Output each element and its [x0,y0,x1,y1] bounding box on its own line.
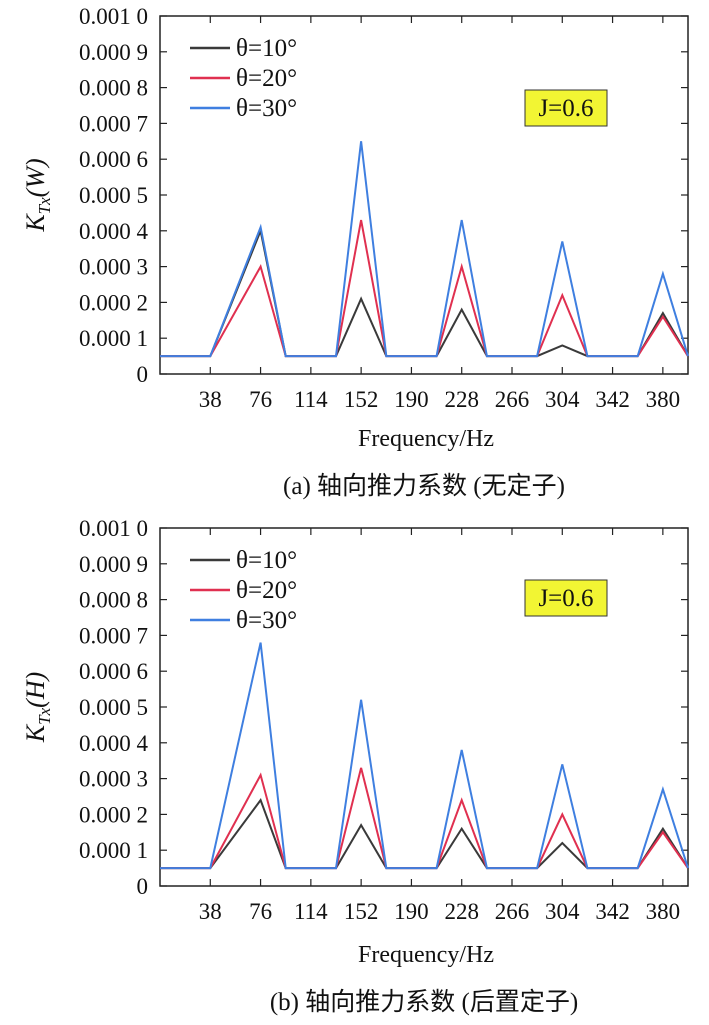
legend-label: θ=30° [236,607,297,634]
x-tick-label: 304 [545,387,580,412]
y-axis-argument: (W) [21,158,50,197]
series-lines [160,642,689,870]
legend-item: θ=10° [190,547,297,574]
y-tick-label: 0.000 2 [79,290,148,315]
series-lines [160,141,689,358]
x-tick-label: 266 [495,899,530,924]
x-tick-label: 380 [646,387,681,412]
x-axis-title: Frequency/Hz [358,426,494,452]
y-axis: 0 0.000 1 0.000 2 0.000 3 0.000 4 0.000 5 0.00… [79,4,688,387]
y-tick-label: 0 [137,362,149,387]
y-axis-symbol: K [21,723,50,743]
x-tick-label: 380 [646,899,681,924]
y-tick-label: 0.000 7 [79,623,148,648]
x-tick-label: 152 [344,387,379,412]
y-axis-title: KTx(H) [21,672,54,743]
x-tick-label: 342 [595,899,630,924]
panel-b: 0 0.000 1 0.000 2 0.000 3 0.000 4 0.000 5 0.00… [21,516,689,1016]
figure-caption: (b) 轴向推力系数 (后置定子) [270,988,578,1016]
x-tick-label: 76 [249,387,272,412]
annotation-box: J=0.6 [524,89,608,127]
y-tick-label: 0.000 1 [79,838,148,863]
y-tick-label: 0.001 0 [79,4,148,29]
y-axis-argument: (H) [21,672,50,708]
figure-caption: (a) 轴向推力系数 (无定子) [283,472,565,500]
y-tick-label: 0.000 9 [79,552,148,577]
panel-a: 0 0.000 1 0.000 2 0.000 3 0.000 4 0.000 5 0.00… [21,4,689,500]
y-tick-label: 0.000 4 [79,731,149,756]
y-tick-label: 0.000 5 [79,695,148,720]
series-line [160,219,689,358]
x-tick-label: 38 [199,899,222,924]
y-axis-title: KTx(W) [21,158,54,232]
x-axis: 38 76 114 152 190 228 266 304 342 380 [199,16,680,412]
y-tick-label: 0.000 7 [79,111,148,136]
x-tick-label: 342 [595,387,630,412]
series-line [160,227,689,358]
x-tick-label: 266 [495,387,530,412]
y-tick-label: 0.000 4 [79,219,149,244]
y-tick-label: 0.000 1 [79,326,148,351]
x-tick-label: 228 [444,387,479,412]
legend-item: θ=20° [190,577,297,604]
y-axis: 0 0.000 1 0.000 2 0.000 3 0.000 4 0.000 5 0.00… [79,516,688,899]
y-tick-label: 0.000 3 [79,255,148,280]
y-tick-label: 0.000 8 [79,588,148,613]
annotation-background [524,89,608,127]
y-tick-label: 0.000 6 [79,147,148,172]
series-line [160,642,689,870]
y-tick-label: 0 [137,874,149,899]
series-line [160,141,689,358]
annotation-text: J=0.6 [538,585,593,612]
x-tick-label: 190 [394,899,429,924]
series-line [160,798,689,870]
y-tick-label: 0.000 6 [79,659,148,684]
x-tick-label: 190 [394,387,429,412]
y-tick-label: 0.001 0 [79,516,148,541]
annotation-text: J=0.6 [538,95,593,122]
annotation-background [524,579,608,617]
legend-label: θ=10° [236,547,297,574]
y-axis-subscript: Tx [35,707,54,724]
x-tick-label: 114 [294,899,328,924]
annotation-box: J=0.6 [524,579,608,617]
x-tick-label: 38 [199,387,222,412]
y-axis-symbol: K [21,213,50,233]
y-axis-subscript: Tx [35,197,54,214]
x-axis: 38 76 114 152 190 228 266 304 342 380 [199,528,680,924]
series-line [160,767,689,870]
legend-label: θ=10° [236,35,297,62]
legend-label: θ=30° [236,95,297,122]
legend-item: θ=20° [190,65,297,92]
y-tick-label: 0.000 8 [79,76,148,101]
legend: θ=10° θ=20° θ=30° [190,35,297,122]
legend-item: θ=10° [190,35,297,62]
legend-item: θ=30° [190,607,297,634]
x-tick-label: 114 [294,387,328,412]
y-tick-label: 0.000 2 [79,802,148,827]
x-tick-label: 152 [344,899,379,924]
y-tick-label: 0.000 3 [79,767,148,792]
y-tick-label: 0.000 9 [79,40,148,65]
legend-item: θ=30° [190,95,297,122]
legend-label: θ=20° [236,577,297,604]
y-tick-label: 0.000 5 [79,183,148,208]
x-tick-label: 228 [444,899,479,924]
x-tick-label: 304 [545,899,580,924]
x-tick-label: 76 [249,899,272,924]
x-axis-title: Frequency/Hz [358,942,494,968]
legend: θ=10° θ=20° θ=30° [190,547,297,634]
legend-label: θ=20° [236,65,297,92]
